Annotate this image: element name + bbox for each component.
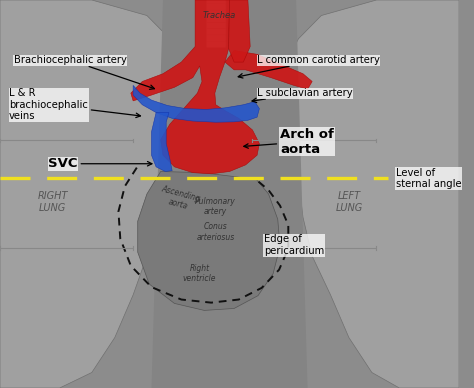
FancyBboxPatch shape — [207, 0, 226, 4]
Text: LEFT
LUNG: LEFT LUNG — [335, 191, 363, 213]
FancyBboxPatch shape — [207, 10, 226, 16]
Polygon shape — [138, 171, 280, 310]
Text: Level of
sternal angle: Level of sternal angle — [396, 168, 461, 189]
Text: Brachiocephalic artery: Brachiocephalic artery — [14, 55, 155, 89]
Text: L subclavian artery: L subclavian artery — [252, 88, 353, 102]
Polygon shape — [0, 0, 179, 388]
Polygon shape — [131, 0, 259, 174]
FancyBboxPatch shape — [207, 16, 226, 23]
FancyBboxPatch shape — [207, 22, 226, 29]
Text: Arch of
aorta: Arch of aorta — [244, 128, 334, 156]
Text: L & R
brachiocephalic
veins: L & R brachiocephalic veins — [9, 88, 140, 121]
Polygon shape — [228, 0, 250, 62]
Polygon shape — [152, 113, 172, 171]
Text: Pulmonary
artery: Pulmonary artery — [194, 197, 235, 216]
Polygon shape — [225, 50, 312, 89]
Text: SVC: SVC — [48, 157, 152, 170]
Text: Ascending
aorta: Ascending aorta — [157, 184, 201, 213]
FancyBboxPatch shape — [207, 28, 226, 35]
FancyBboxPatch shape — [207, 41, 226, 47]
Polygon shape — [133, 85, 259, 122]
Text: L common carotid artery: L common carotid artery — [238, 55, 380, 78]
Polygon shape — [152, 0, 308, 388]
Text: Right
ventricle: Right ventricle — [183, 264, 217, 283]
FancyBboxPatch shape — [207, 35, 226, 41]
Text: Trachea: Trachea — [203, 11, 236, 20]
FancyBboxPatch shape — [207, 3, 226, 10]
Text: Edge of
pericardium: Edge of pericardium — [264, 234, 324, 256]
Text: Conus
arteriosus: Conus arteriosus — [197, 222, 235, 242]
Text: RIGHT
LUNG: RIGHT LUNG — [37, 191, 68, 213]
Polygon shape — [284, 0, 459, 388]
